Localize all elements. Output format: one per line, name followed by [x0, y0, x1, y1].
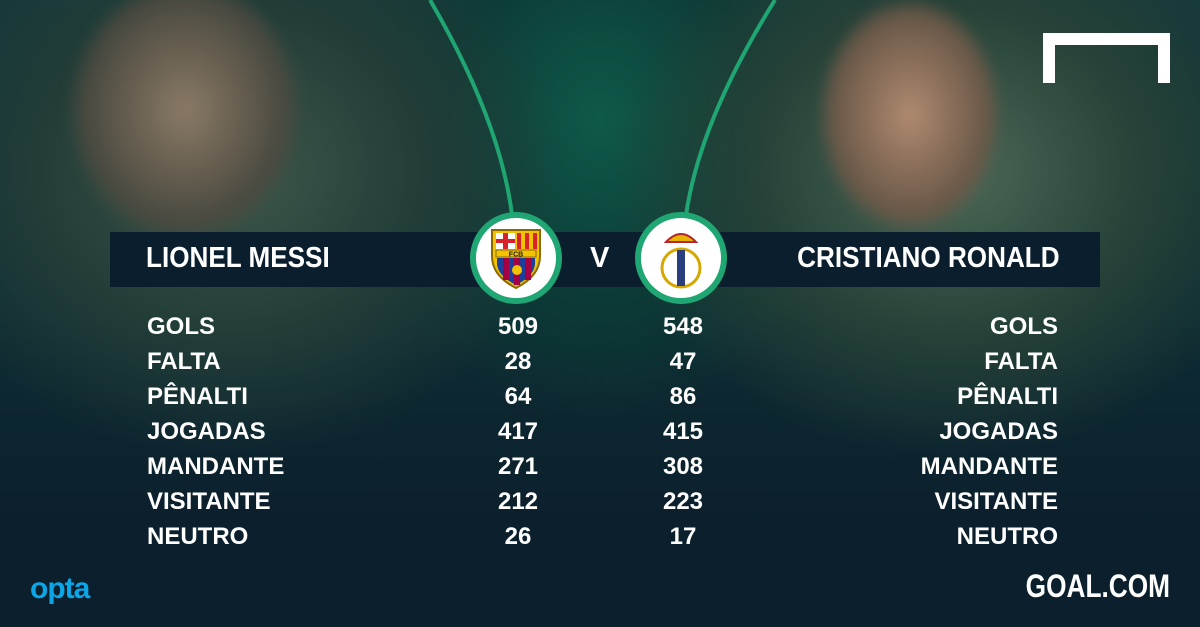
stat-label-left: FALTA	[147, 348, 221, 375]
stat-row: VISITANTE 212 223 VISITANTE	[0, 488, 1200, 523]
left-player-name: LIONEL MESSI	[146, 242, 330, 274]
stat-value-left: 271	[497, 453, 539, 480]
stat-value-right: 415	[662, 418, 704, 445]
versus-label: V	[590, 242, 610, 274]
ronaldo-photo	[820, 0, 1000, 230]
stat-value-left: 28	[504, 348, 532, 375]
opta-logo: opta	[30, 572, 90, 605]
barcelona-crest: FCB	[470, 212, 562, 304]
stat-value-left: 509	[497, 313, 539, 340]
stat-value-right: 308	[662, 453, 704, 480]
stat-label-right: VISITANTE	[934, 488, 1058, 515]
stat-value-left: 212	[497, 488, 539, 515]
goal-logo	[1043, 33, 1170, 83]
stat-value-right: 17	[669, 523, 697, 550]
stat-label-right: FALTA	[984, 348, 1058, 375]
stat-value-left: 417	[497, 418, 539, 445]
stat-label-left: PÊNALTI	[147, 383, 248, 410]
stat-label-right: PÊNALTI	[957, 383, 1058, 410]
real-madrid-crest-icon	[660, 233, 702, 289]
real-madrid-crest	[635, 212, 727, 304]
messi-photo	[70, 0, 300, 240]
stat-label-right: GOLS	[989, 313, 1058, 340]
stat-label-right: NEUTRO	[956, 523, 1058, 550]
stat-row: JOGADAS 417 415 JOGADAS	[0, 418, 1200, 453]
stat-label-left: GOLS	[147, 313, 216, 340]
stat-value-right: 223	[662, 488, 704, 515]
stat-row: GOLS 509 548 GOLS	[0, 313, 1200, 348]
stat-row: NEUTRO 26 17 NEUTRO	[0, 523, 1200, 558]
stat-row: PÊNALTI 64 86 PÊNALTI	[0, 383, 1200, 418]
barcelona-crest-icon: FCB	[491, 229, 541, 290]
stat-row: MANDANTE 271 308 MANDANTE	[0, 453, 1200, 488]
stat-label-left: VISITANTE	[147, 488, 271, 515]
stat-value-left: 26	[504, 523, 532, 550]
stat-row: FALTA 28 47 FALTA	[0, 348, 1200, 383]
stat-value-left: 64	[504, 383, 532, 410]
stat-label-right: JOGADAS	[939, 418, 1058, 445]
stat-label-left: JOGADAS	[147, 418, 266, 445]
stat-label-right: MANDANTE	[920, 453, 1058, 480]
header-bar	[110, 232, 1100, 287]
stat-value-right: 47	[669, 348, 697, 375]
stat-label-left: MANDANTE	[147, 453, 285, 480]
stat-value-right: 548	[662, 313, 704, 340]
barcelona-crest-text: FCB	[509, 252, 523, 259]
stat-label-left: NEUTRO	[147, 523, 249, 550]
right-player-name: CRISTIANO RONALD	[797, 242, 1060, 274]
goal-brand: GOAL.COM	[1025, 568, 1170, 604]
stat-value-right: 86	[669, 383, 697, 410]
